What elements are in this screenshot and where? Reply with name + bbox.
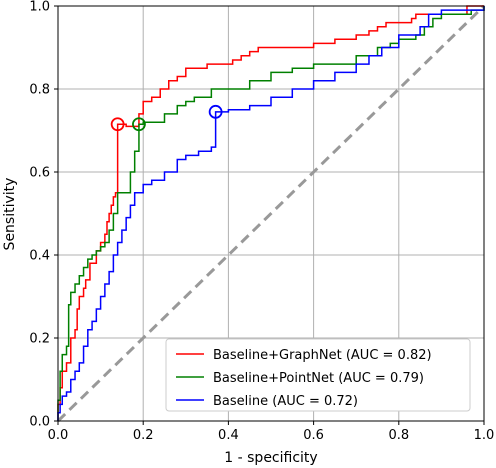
- y-tick-label: 1.0: [29, 0, 50, 15]
- operating-point-graphnet: [110, 117, 125, 132]
- operating-point-markers: [110, 104, 223, 132]
- x-axis-label: 1 - specificity: [224, 450, 317, 466]
- roc-curve-graphnet: [57, 5, 484, 421]
- roc-curve-baseline: [57, 6, 485, 421]
- x-tick-label: 1.0: [474, 428, 495, 443]
- legend-label-baseline: Baseline (AUC = 0.72): [213, 394, 358, 409]
- y-axis-ticks: 0.0 0.2 0.4 0.6 0.8 1.0: [29, 0, 58, 430]
- legend-label-graphnet: Baseline+GraphNet (AUC = 0.82): [213, 348, 432, 363]
- roc-curve-pointnet: [57, 6, 485, 421]
- x-tick-label: 0.6: [303, 428, 324, 443]
- y-tick-label: 0.2: [29, 332, 50, 347]
- grid-lines: [57, 5, 485, 422]
- y-axis-label: Sensitivity: [2, 178, 18, 251]
- x-tick-label: 0.0: [48, 428, 69, 443]
- operating-point-pointnet: [132, 117, 146, 132]
- x-axis-ticks: 0.0 0.2 0.4 0.6 0.8 1.0: [48, 421, 495, 443]
- legend-label-pointnet: Baseline+PointNet (AUC = 0.79): [213, 371, 424, 386]
- plot-frame: [57, 5, 485, 422]
- operating-point-baseline: [208, 104, 223, 119]
- x-tick-label: 0.4: [218, 428, 239, 443]
- y-tick-label: 0.4: [29, 249, 50, 264]
- y-tick-label: 0.0: [29, 415, 50, 430]
- roc-curves: [57, 5, 485, 421]
- legend: Baseline+GraphNet (AUC = 0.82) Baseline+…: [165, 338, 471, 412]
- x-tick-label: 0.2: [133, 428, 154, 443]
- legend-box: [165, 338, 471, 412]
- y-tick-label: 0.8: [29, 83, 50, 98]
- y-tick-label: 0.6: [29, 166, 50, 181]
- reference-diagonal: [56, 4, 486, 423]
- x-tick-label: 0.8: [388, 428, 409, 443]
